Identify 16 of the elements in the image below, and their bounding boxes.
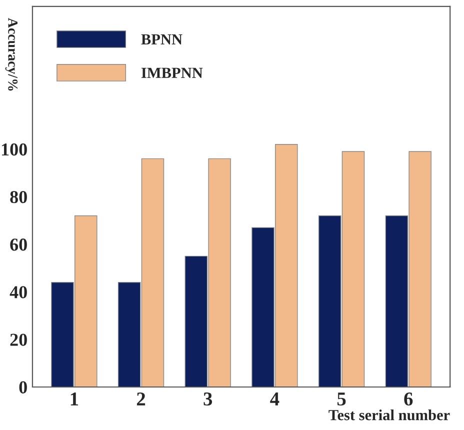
legend-label: BPNN [141, 34, 182, 44]
y-tick-label: 20 [10, 334, 27, 346]
x-axis-title: Test serial number [328, 409, 450, 420]
x-tick-label: 1 [70, 392, 78, 406]
x-tick-label: 2 [136, 392, 146, 406]
y-axis-title: Accuracy/% [5, 18, 18, 91]
y-tick-label: 100 [2, 143, 27, 156]
x-tick-label: 4 [270, 392, 280, 406]
y-tick-label: 80 [10, 190, 27, 204]
y-tick-label: 60 [10, 238, 27, 251]
legend-label: IMBPNN [141, 68, 203, 78]
y-tick-label: 0 [19, 381, 27, 394]
x-tick-label: 3 [204, 392, 212, 406]
y-tick-label: 40 [10, 286, 27, 298]
x-tick-label: 6 [404, 392, 413, 406]
x-tick-label: 5 [337, 392, 346, 406]
